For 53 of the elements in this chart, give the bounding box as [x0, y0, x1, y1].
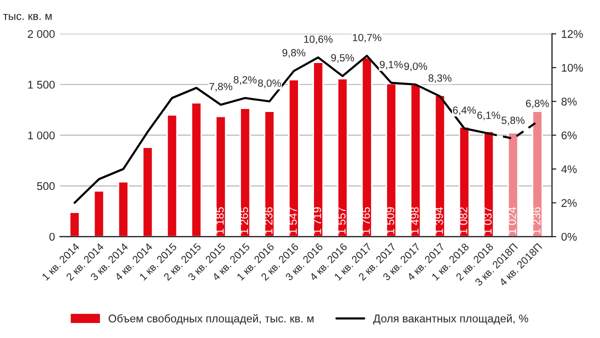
bar	[361, 56, 372, 237]
bar	[458, 126, 470, 237]
bar	[434, 94, 446, 237]
bar	[532, 110, 543, 237]
y2-tick-label: 10%	[562, 64, 583, 72]
data-label: 6,1%	[477, 112, 500, 120]
data-label: 1 265	[240, 207, 248, 234]
bar	[483, 130, 494, 237]
data-label: 1 557	[338, 207, 346, 234]
y2-tick-label: 2%	[562, 199, 577, 207]
data-label: 5,8%	[502, 116, 525, 126]
legend-label: Доля вакантных площадей, %	[373, 314, 528, 325]
y-tick-label: 0	[49, 232, 55, 241]
y-tick-label: 2 000	[28, 30, 55, 38]
bar	[386, 82, 397, 237]
bar	[215, 116, 226, 237]
bar	[166, 114, 178, 237]
data-label: 6,4%	[452, 106, 476, 116]
y-tick-label: 1 500	[28, 80, 55, 89]
bar	[142, 146, 154, 237]
bar	[69, 212, 80, 237]
bar	[312, 62, 324, 237]
data-label: 6,8%	[526, 100, 549, 108]
y-tick-label: 500	[37, 182, 55, 190]
bar	[336, 78, 348, 237]
data-label: 1 024	[508, 207, 516, 234]
legend-label: Объем свободных площадей, тыс. кв. м	[108, 314, 314, 325]
y2-tick-label: 6%	[562, 131, 577, 140]
y2-tick-label: 12%	[562, 30, 583, 38]
bar	[410, 84, 422, 237]
y-tick-label: 1 000	[28, 131, 55, 140]
y2-tick-label: 0%	[561, 232, 577, 241]
data-label: 7,8%	[209, 82, 232, 92]
data-label: 10,7%	[352, 34, 382, 42]
data-label: 9,0%	[404, 62, 428, 72]
bar	[264, 110, 276, 237]
bar	[118, 181, 129, 237]
data-label: 8,3%	[428, 74, 452, 83]
data-label: 10,6%	[304, 36, 333, 44]
bar	[507, 132, 519, 237]
y2-tick-label: 8%	[562, 98, 577, 106]
data-label: 9,8%	[282, 49, 306, 58]
y-axis-title: тыс. кв. м	[3, 14, 52, 20]
bar	[288, 79, 300, 237]
bar	[190, 102, 202, 237]
data-label: 1 498	[410, 207, 419, 234]
data-label: 9,5%	[331, 54, 354, 63]
y2-tick-label: 4%	[561, 165, 577, 174]
bar	[93, 190, 105, 237]
data-label: 8,0%	[258, 79, 281, 88]
bar	[240, 108, 251, 237]
data-label: 8,2%	[234, 76, 257, 85]
data-label: 9,1%	[380, 60, 403, 70]
